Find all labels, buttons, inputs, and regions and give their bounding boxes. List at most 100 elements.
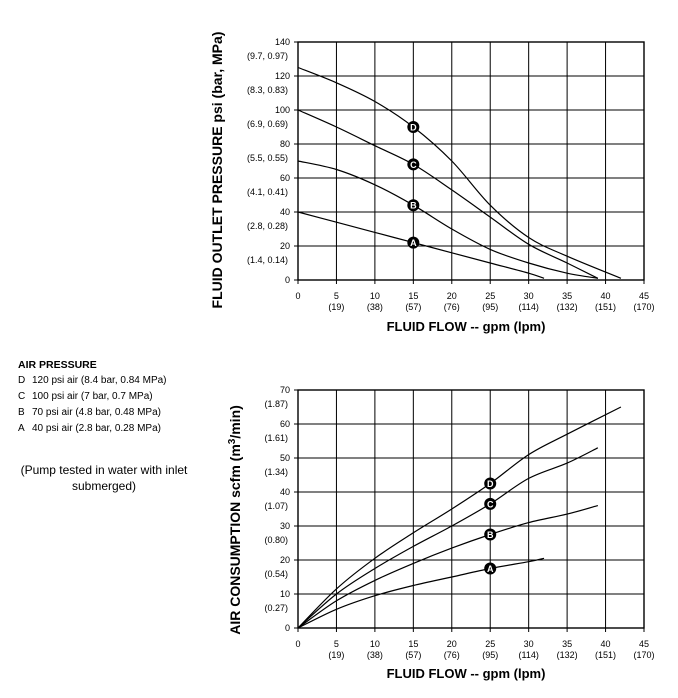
series-line-a <box>297 211 545 279</box>
y-tick-sublabel: (6.9, 0.69) <box>247 119 288 129</box>
series-marker-d <box>407 121 420 133</box>
series-marker-label: D <box>410 123 417 133</box>
x-tick-sublabel: (114) <box>518 302 538 312</box>
x-tick-sublabel: (170) <box>633 650 654 660</box>
x-tick-sublabel: (114) <box>518 650 538 660</box>
plot-frame <box>297 41 645 281</box>
y-tick-label: 30 <box>280 521 290 531</box>
x-tick-label: 0 <box>295 639 300 649</box>
series-marker-a <box>484 562 497 575</box>
plot-frame <box>297 389 645 629</box>
x-tick-label: 45 <box>639 291 649 301</box>
series-marker-label: C <box>410 160 417 170</box>
y-tick-label: 140 <box>275 37 290 47</box>
series-marker-label: B <box>410 201 417 211</box>
x-tick-sublabel: (132) <box>557 302 578 312</box>
test-condition-note: (Pump tested in water with inlet submerg… <box>20 463 188 493</box>
legend-key: B <box>18 407 25 418</box>
x-tick-sublabel: (19) <box>328 302 344 312</box>
x-tick-label: 45 <box>639 639 649 649</box>
series-marker-label: D <box>487 479 494 489</box>
series-line-c <box>297 447 599 629</box>
legend-item-d: D 120 psi air (8.4 bar, 0.84 MPa) <box>18 373 167 389</box>
legend-key: A <box>18 423 25 434</box>
x-tick-label: 10 <box>370 291 380 301</box>
x-tick-sublabel: (132) <box>557 650 578 660</box>
x-tick-label: 40 <box>601 639 611 649</box>
legend-label: 40 psi air (2.8 bar, 0.28 MPa) <box>32 423 161 434</box>
y-tick-label: 100 <box>275 105 290 115</box>
y-tick-label: 80 <box>280 139 290 149</box>
series-marker-a <box>407 236 420 249</box>
y-tick-sublabel: (2.8, 0.28) <box>247 221 288 231</box>
x-tick-label: 30 <box>524 291 534 301</box>
y-tick-label: 20 <box>280 241 290 251</box>
x-tick-label: 5 <box>334 291 339 301</box>
legend-label: 120 psi air (8.4 bar, 0.84 MPa) <box>32 375 167 386</box>
y-tick-sublabel: (0.54) <box>264 569 288 579</box>
x-tick-sublabel: (57) <box>405 302 421 312</box>
x-tick-sublabel: (95) <box>482 302 498 312</box>
legend-key: D <box>18 375 26 386</box>
x-tick-label: 10 <box>370 639 380 649</box>
x-tick-sublabel: (95) <box>482 650 498 660</box>
x-tick-sublabel: (76) <box>444 302 460 312</box>
x-axis-label: FLUID FLOW -- gpm (lpm) <box>387 666 546 681</box>
y-tick-label: 70 <box>280 385 290 395</box>
y-tick-sublabel: (5.5, 0.55) <box>247 153 288 163</box>
series-marker-c <box>407 158 420 171</box>
y-tick-label: 0 <box>285 275 290 285</box>
x-tick-label: 15 <box>408 639 418 649</box>
x-tick-sublabel: (151) <box>595 302 616 312</box>
x-tick-sublabel: (76) <box>444 650 460 660</box>
x-tick-label: 30 <box>524 639 534 649</box>
chart-2: 0 5(19)10(38)15(57)20(76)25(95)30(114)35(… <box>227 385 655 681</box>
legend-item-a: A 40 psi air (2.8 bar, 0.28 MPa) <box>18 421 167 437</box>
series-marker-label: B <box>487 530 494 540</box>
x-tick-sublabel: (170) <box>633 302 654 312</box>
series-line-b <box>297 160 598 279</box>
x-tick-sublabel: (151) <box>595 650 616 660</box>
legend-title: AIR PRESSURE <box>18 359 97 371</box>
y-axis-label: AIR CONSUMPTION scfm (m3/min) <box>227 405 243 635</box>
y-tick-sublabel: (1.4, 0.14) <box>247 255 288 265</box>
legend-item-c: C 100 psi air (7 bar, 0.7 MPa) <box>18 389 167 405</box>
series-marker-b <box>407 199 420 212</box>
x-tick-label: 25 <box>485 639 495 649</box>
series-line-a <box>297 557 545 629</box>
x-tick-label: 20 <box>447 291 457 301</box>
series-marker-d <box>484 477 497 490</box>
y-tick-sublabel: (0.80) <box>264 535 288 545</box>
y-tick-label: 20 <box>280 555 290 565</box>
x-tick-sublabel: (38) <box>367 302 383 312</box>
chart-1: 0 5(19)10(38)15(57)20(76)25(95)30(114)35(… <box>209 32 655 334</box>
legend-label: 100 psi air (7 bar, 0.7 MPa) <box>32 391 153 402</box>
y-tick-label: 50 <box>280 453 290 463</box>
series-marker-c <box>484 497 497 510</box>
series-line-b <box>297 505 599 629</box>
y-tick-label: 40 <box>280 487 290 497</box>
x-tick-sublabel: (38) <box>367 650 383 660</box>
series-line-c <box>297 109 599 279</box>
series-line-d <box>297 406 622 629</box>
series-marker-label: A <box>487 564 494 574</box>
x-tick-label: 40 <box>601 291 611 301</box>
x-tick-label: 15 <box>408 291 418 301</box>
y-tick-sublabel: (1.34) <box>264 467 288 477</box>
x-tick-sublabel: (19) <box>328 650 344 660</box>
y-tick-sublabel: (8.3, 0.83) <box>247 85 288 95</box>
legend-item-b: B 70 psi air (4.8 bar, 0.48 MPa) <box>18 405 167 421</box>
y-tick-label: 60 <box>280 173 290 183</box>
y-tick-sublabel: (0.27) <box>264 603 288 613</box>
x-tick-label: 5 <box>334 639 339 649</box>
x-tick-label: 35 <box>562 291 572 301</box>
y-tick-sublabel: (1.07) <box>264 501 288 511</box>
series-marker-label: A <box>410 238 417 248</box>
x-axis-label: FLUID FLOW -- gpm (lpm) <box>387 319 546 334</box>
y-tick-sublabel: (1.61) <box>264 433 288 443</box>
legend-label: 70 psi air (4.8 bar, 0.48 MPa) <box>32 407 161 418</box>
y-axis-label: FLUID OUTLET PRESSURE psi (bar, MPa) <box>209 32 225 309</box>
series-line-d <box>297 66 622 279</box>
legend-key: C <box>18 391 26 402</box>
